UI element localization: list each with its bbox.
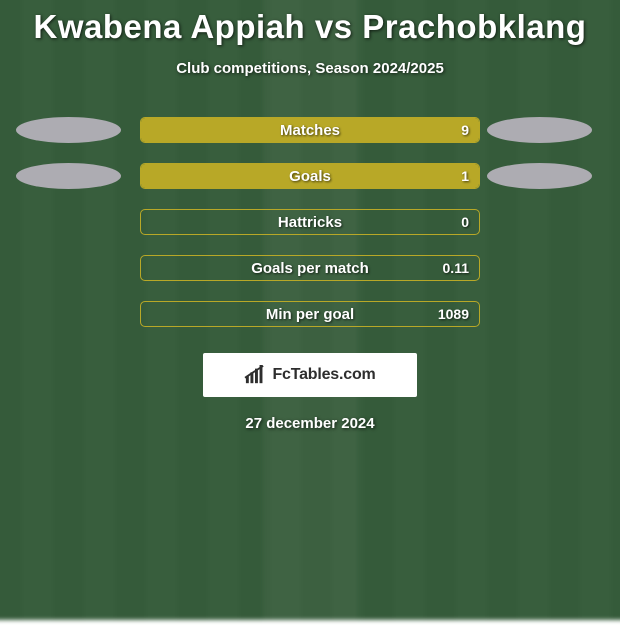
stat-value: 1089	[438, 302, 469, 326]
stat-label: Goals	[141, 164, 479, 188]
stat-row: Hattricks0	[10, 199, 610, 245]
stat-row: Matches9	[10, 107, 610, 153]
stat-row: Goals per match0.11	[10, 245, 610, 291]
stats-container: Matches9Goals1Hattricks0Goals per match0…	[10, 107, 610, 337]
brand-box: FcTables.com	[203, 353, 417, 397]
title: Kwabena Appiah vs Prachobklang	[34, 8, 587, 46]
stat-label: Goals per match	[141, 256, 479, 280]
stat-value: 0	[461, 210, 469, 234]
stat-bar: Min per goal1089	[140, 301, 480, 327]
stat-bar: Hattricks0	[140, 209, 480, 235]
bar-chart-icon	[244, 365, 266, 385]
stat-label: Hattricks	[141, 210, 479, 234]
comparison-card: Kwabena Appiah vs Prachobklang Club comp…	[0, 0, 620, 432]
player-oval-left	[16, 163, 121, 189]
player-oval-right	[487, 117, 592, 143]
stat-value: 1	[461, 164, 469, 188]
footer-date: 27 december 2024	[245, 415, 374, 432]
subtitle: Club competitions, Season 2024/2025	[176, 60, 444, 77]
stat-value: 9	[461, 118, 469, 142]
stat-label: Matches	[141, 118, 479, 142]
player-oval-right	[487, 163, 592, 189]
brand-label: FcTables.com	[272, 366, 375, 384]
stat-bar: Goals per match0.11	[140, 255, 480, 281]
stat-bar: Goals1	[140, 163, 480, 189]
stat-row: Min per goal1089	[10, 291, 610, 337]
stat-row: Goals1	[10, 153, 610, 199]
stat-value: 0.11	[443, 256, 469, 280]
stat-bar: Matches9	[140, 117, 480, 143]
stat-label: Min per goal	[141, 302, 479, 326]
player-oval-left	[16, 117, 121, 143]
